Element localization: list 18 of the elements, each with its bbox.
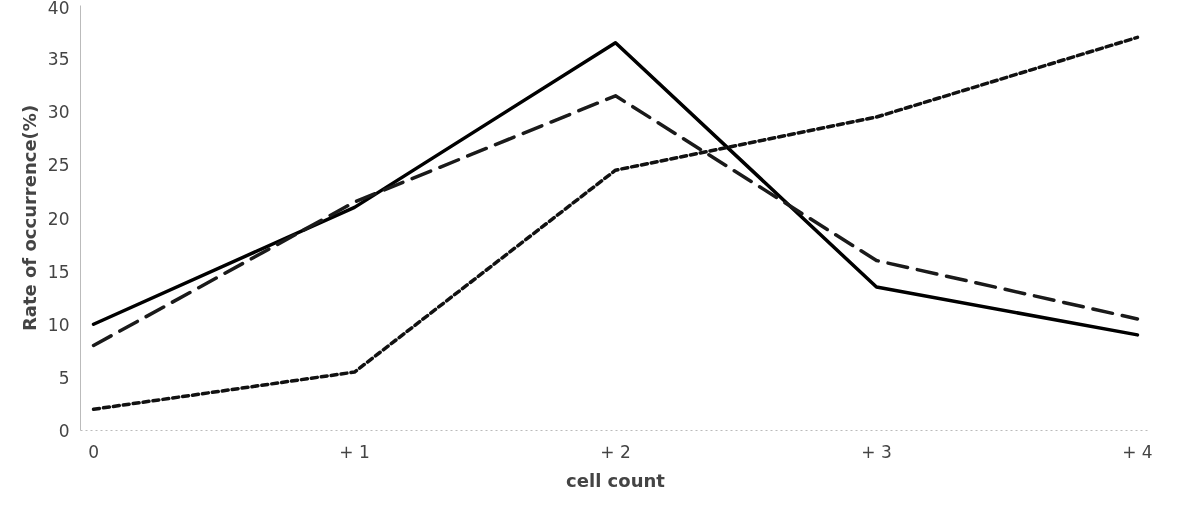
line-series xyxy=(91,40,1140,337)
line-series xyxy=(91,35,1140,411)
x-tick-label: + 2 xyxy=(600,441,631,462)
y-tick-label: 10 xyxy=(47,314,70,335)
y-tick-label: 15 xyxy=(47,261,70,282)
y-tick-label: 30 xyxy=(47,102,70,123)
y-tick-label: 20 xyxy=(47,208,70,229)
y-axis-title: Rate of occurrence(%) xyxy=(18,104,40,332)
x-tick-label: + 4 xyxy=(1122,441,1153,462)
x-axis-title: cell count xyxy=(566,469,666,491)
y-tick-label: 35 xyxy=(47,49,70,70)
y-tick-label: 40 xyxy=(47,0,70,18)
y-tick-label: 25 xyxy=(47,155,70,176)
y-tick-label: 0 xyxy=(58,421,70,441)
y-tick-label: 5 xyxy=(58,367,70,388)
x-tick-label: + 3 xyxy=(861,441,892,462)
x-tick-label: 0 xyxy=(88,441,99,462)
x-tick-label: + 1 xyxy=(339,441,370,462)
